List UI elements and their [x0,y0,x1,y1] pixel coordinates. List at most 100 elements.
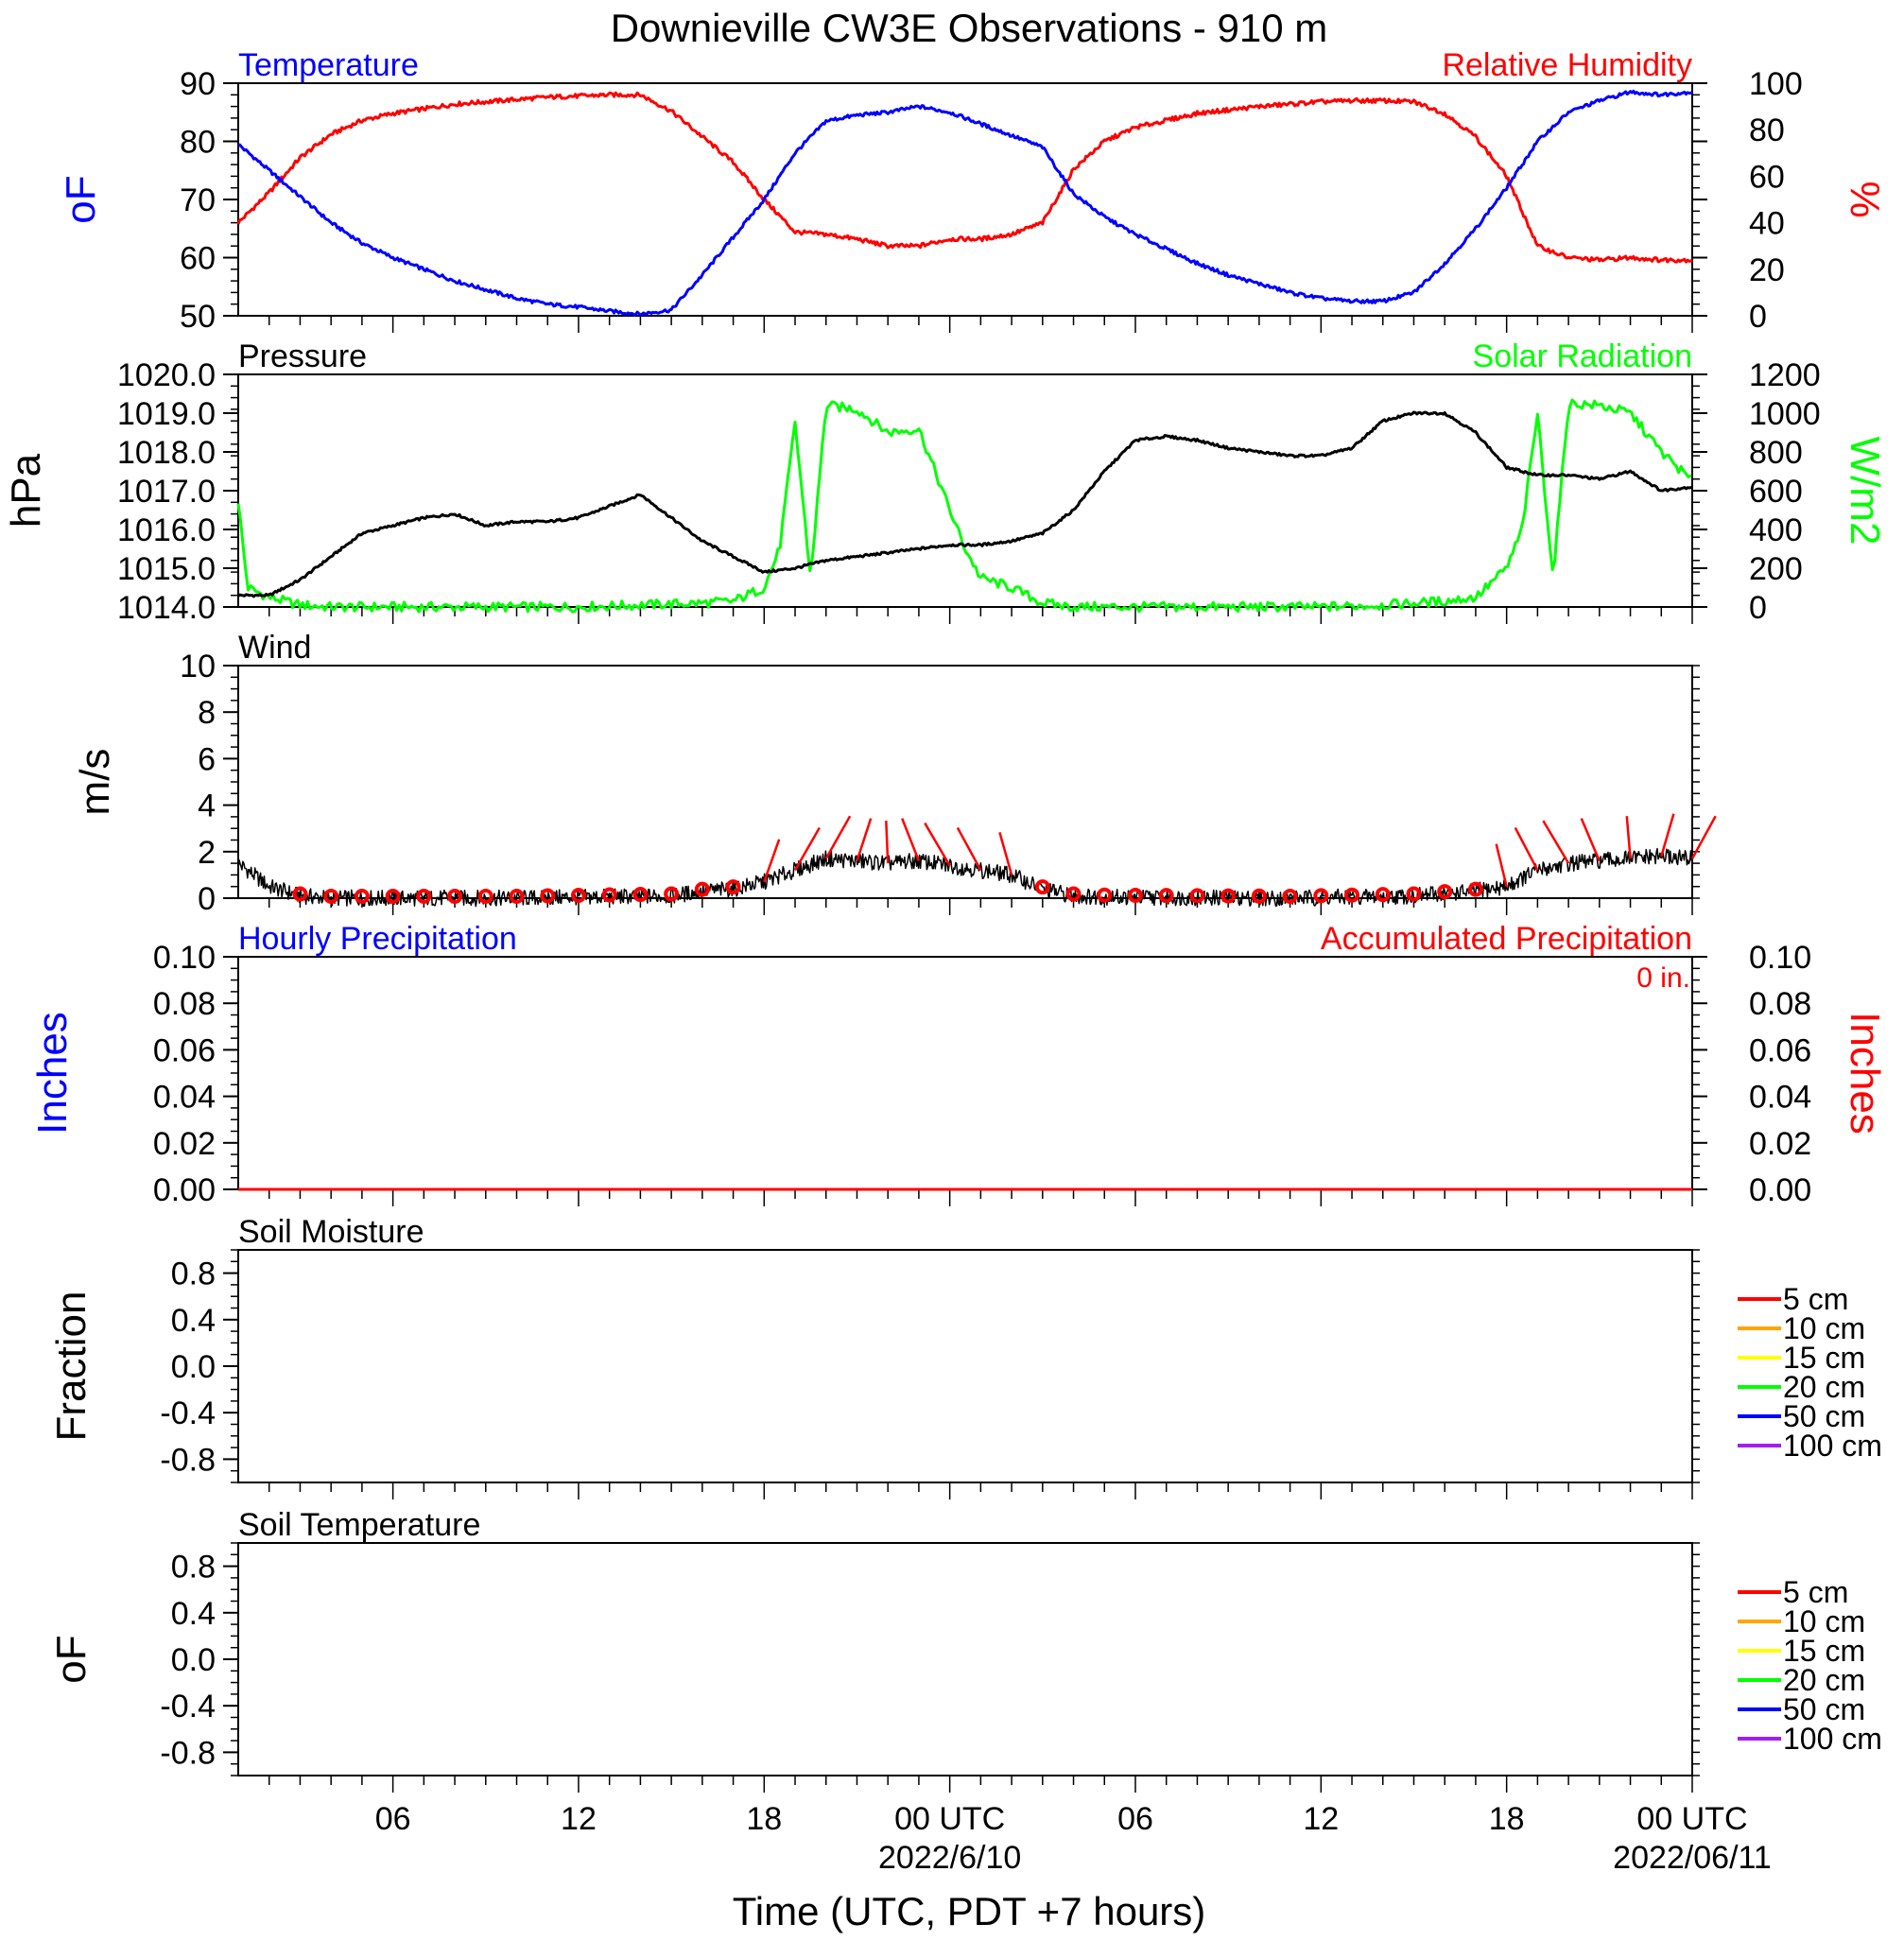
wind-calm-marker [1034,879,1050,895]
y-tick-label: 90 [180,66,216,102]
x-tick-label: 00 UTC [1636,1801,1747,1837]
y-tick-label: 0.08 [153,986,216,1022]
humidity-line [236,91,1693,264]
wind-calm-marker [509,889,525,904]
solar-radiation-line [236,398,1692,614]
y-tick-label: 70 [180,182,216,218]
soil-temperature-frame [237,1542,1693,1776]
precip-frame [237,956,1693,1190]
wind-calm-marker [540,888,556,904]
y-tick-label: 1019.0 [117,396,216,432]
x-tick-label: 12 [561,1801,597,1837]
y2-tick-label: 1200 [1749,357,1821,393]
wind-barb [1625,816,1632,859]
soil-legend-label: 15 cm [1783,1634,1865,1668]
soil-legend-label: 50 cm [1783,1399,1865,1433]
wind-left-title: Wind [238,630,311,666]
temp-rh-right-units: % [1842,181,1888,217]
x-tick-label: 12 [1303,1801,1339,1837]
wind-calm-marker [1344,887,1360,903]
pressure-line [237,410,1693,598]
x-tick-label: 06 [1117,1801,1153,1837]
wind-calm-marker [1251,888,1267,904]
temperature-line [237,89,1693,317]
wind-calm-marker [1313,888,1329,904]
x-date-label: 2022/6/10 [878,1840,1021,1876]
wind-calm-marker [1467,881,1483,897]
y-tick-label: 60 [180,241,216,277]
y2-tick-label: 100 [1749,66,1803,102]
wind-calm-marker [694,881,710,897]
y-tick-label: 0.0 [171,1349,216,1385]
y-tick-label: 1015.0 [117,551,216,587]
precip-left-units: Inches [29,1012,76,1135]
soil-moisture-left-units: Fraction [48,1291,95,1442]
y-tick-label: 0.10 [153,940,216,976]
y-tick-label: 1016.0 [117,512,216,548]
wind-calm-marker [632,887,649,903]
wind-calm-marker [1097,887,1113,903]
precip-right-title: Accumulated Precipitation [1321,921,1692,957]
x-tick-label: 18 [746,1801,782,1837]
x-tick-label: 00 UTC [894,1801,1005,1837]
precip-panel: 0.10 0.08 0.06 0.04 0.02 0.00 0.10 0.08 0.06 0.04… [29,921,1888,1208]
pressure-solar-right-units: W/m2 [1842,437,1888,546]
pressure-solar-left-units: hPa [3,453,49,528]
wind-calm-marker [323,889,339,904]
y2-tick-label: 600 [1749,474,1803,510]
y-tick-label: 0.8 [171,1256,216,1292]
wind-calm-marker [1065,886,1082,902]
y2-tick-label: 800 [1749,435,1803,471]
wind-calm-marker [1406,886,1422,902]
y-tick-label: 1014.0 [117,590,216,626]
y-tick-label: 50 [180,299,216,335]
wind-barb [998,832,1013,875]
temp-rh-panel: 90 80 70 60 50 100 80 60 40 20 0 Temperature Relativ… [58,47,1888,335]
soil-legend-label: 20 cm [1783,1663,1865,1697]
x-date-label: 2022/06/11 [1613,1840,1772,1876]
soil-legend-label: 100 cm [1783,1429,1882,1463]
y2-tick-label: 0.04 [1749,1080,1811,1116]
wind-barb [856,818,873,862]
wind-calm-marker [725,879,741,895]
soil-temperature-left-units: oF [48,1635,95,1683]
soil-legend-label: 10 cm [1783,1311,1865,1345]
wind-calm-marker [1158,888,1174,904]
y-tick-label: 1018.0 [117,435,216,471]
wind-barb [956,826,982,872]
y2-tick-label: 0.06 [1749,1032,1811,1068]
y-tick-label: 1020.0 [117,357,216,393]
soil-moisture-frame [237,1249,1693,1483]
temp-rh-right-title: Relative Humidity [1442,47,1692,83]
y-tick-label: -0.4 [160,1395,216,1431]
wind-barb [793,826,821,872]
wind-calm-marker [664,886,680,902]
wind-barb [1495,843,1508,887]
soil-legend-label: 5 cm [1783,1282,1848,1316]
soil-moisture-panel: 0.8 0.4 0.0 -0.4 -0.8 Soil Moisture Fraction 5 … [48,1214,1882,1499]
y-tick-label: 0.4 [171,1596,216,1632]
y-tick-label: -0.8 [160,1442,216,1478]
wind-calm-marker [385,889,401,904]
wind-calm-marker [292,886,308,902]
y2-tick-label: 20 [1749,252,1785,288]
precip-right-units: Inches [1842,1012,1888,1135]
y-tick-label: 4 [198,789,216,824]
y-tick-label: 80 [180,125,216,161]
wind-barb [824,815,852,859]
wind-calm-marker [1220,888,1237,904]
wind-calm-marker [1127,887,1143,903]
wind-panel: 10 8 6 4 2 0 Wind m/s [72,630,1717,917]
wind-barb [763,839,781,883]
wind-calm-marker [1282,889,1298,904]
x-tick-label: 18 [1489,1801,1525,1837]
temp-rh-left-units: oF [58,175,104,223]
y2-tick-label: 1000 [1749,396,1821,432]
soil-temperature-left-title: Soil Temperature [238,1507,480,1543]
y2-tick-label: 200 [1749,551,1803,587]
y-tick-label: 1017.0 [117,474,216,510]
wind-barb [901,818,921,862]
